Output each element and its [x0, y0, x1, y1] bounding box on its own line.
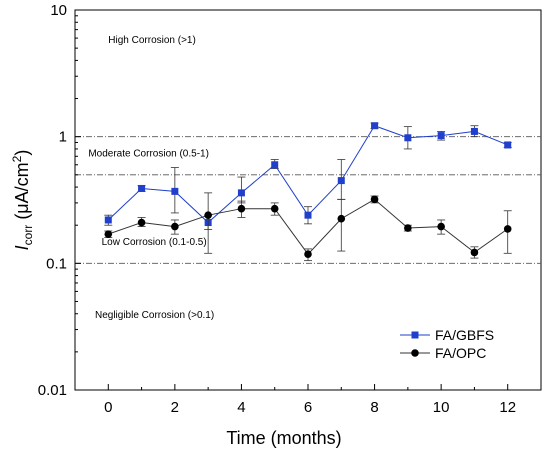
data-point [371, 122, 379, 130]
zone-label-3: Negligible Corrosion (>0.1) [95, 310, 214, 321]
data-point [404, 134, 412, 142]
y-axis-title-superscript: 2 [10, 155, 24, 162]
series-1 [104, 192, 512, 262]
data-point [337, 177, 345, 185]
data-point [137, 218, 146, 227]
series-layer [104, 122, 512, 262]
x-tick-label: 4 [237, 399, 245, 416]
data-point [138, 184, 146, 192]
data-point [337, 214, 346, 223]
data-point [104, 230, 113, 238]
legend: FA/GBFS FA/OPC [400, 327, 494, 361]
data-point [370, 195, 379, 204]
series-0 [104, 122, 512, 230]
data-point [470, 127, 478, 135]
data-point [237, 204, 246, 213]
zone-label-0: High Corrosion (>1) [108, 35, 196, 46]
data-point [437, 132, 445, 140]
x-tick-label: 8 [370, 399, 378, 416]
legend-marker [411, 331, 419, 339]
y-axis-title-subscript: corr [21, 225, 35, 246]
y-axis-title-close: ) [12, 150, 32, 156]
y-axis-title: Icorr (μA/cm2) [10, 150, 35, 251]
data-point [304, 250, 312, 259]
data-point [271, 161, 279, 169]
y-axis-title-units: (μA/cm [12, 162, 32, 224]
legend-label: FA/OPC [435, 345, 486, 361]
data-point [304, 211, 312, 219]
y-tick-label: 10 [50, 2, 67, 19]
zone-label-1: Moderate Corrosion (0.5-1) [88, 148, 209, 159]
data-point [437, 222, 445, 231]
data-point [237, 189, 245, 197]
data-point [204, 211, 212, 219]
y-tick-label: 0.01 [38, 382, 67, 399]
reference-lines [75, 136, 541, 264]
x-tick-label: 0 [104, 399, 112, 416]
data-point [503, 225, 512, 233]
data-point [270, 204, 279, 213]
x-tick-label: 12 [499, 399, 516, 416]
zone-label-2: Low Corrosion (0.1-0.5) [102, 237, 207, 248]
x-tick-label: 6 [304, 399, 312, 416]
data-point [171, 187, 179, 195]
y-axis-title-main: I [12, 245, 32, 250]
legend-marker [411, 349, 419, 357]
data-point [504, 141, 512, 149]
x-axis: 0 2 4 6 8 10 12 [74, 384, 542, 416]
data-point [171, 222, 179, 231]
x-tick-label: 10 [433, 399, 450, 416]
data-point [104, 216, 112, 224]
data-point [470, 248, 479, 257]
x-axis-title: Time (months) [226, 428, 341, 448]
zone-labels: High Corrosion (>1) Moderate Corrosion (0… [88, 35, 214, 321]
x-tick-label: 2 [171, 399, 179, 416]
y-tick-label: 0.1 [46, 255, 67, 272]
data-point [404, 224, 412, 232]
legend-label: FA/GBFS [435, 327, 494, 343]
y-axis: 0.01 0.1 1 10 [38, 2, 81, 399]
y-tick-label: 1 [59, 129, 67, 146]
